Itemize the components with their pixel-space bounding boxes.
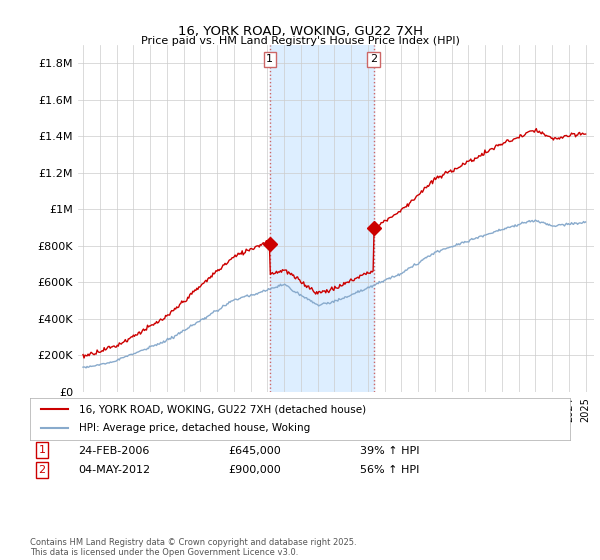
Text: 2: 2 — [370, 54, 377, 64]
Bar — [270, 45, 374, 392]
Text: 39% ↑ HPI: 39% ↑ HPI — [360, 446, 419, 456]
Text: £645,000: £645,000 — [228, 446, 281, 456]
Text: 16, YORK ROAD, WOKING, GU22 7XH: 16, YORK ROAD, WOKING, GU22 7XH — [178, 25, 422, 38]
Text: HPI: Average price, detached house, Woking: HPI: Average price, detached house, Woki… — [79, 423, 310, 433]
Text: 04-MAY-2012: 04-MAY-2012 — [78, 465, 150, 475]
Text: 1: 1 — [38, 445, 46, 455]
Text: 24-FEB-2006: 24-FEB-2006 — [78, 446, 149, 456]
Text: £900,000: £900,000 — [228, 465, 281, 475]
Text: 16, YORK ROAD, WOKING, GU22 7XH (detached house): 16, YORK ROAD, WOKING, GU22 7XH (detache… — [79, 404, 366, 414]
Text: Contains HM Land Registry data © Crown copyright and database right 2025.
This d: Contains HM Land Registry data © Crown c… — [30, 538, 356, 557]
Text: 56% ↑ HPI: 56% ↑ HPI — [360, 465, 419, 475]
Text: 2: 2 — [38, 465, 46, 475]
Text: 1: 1 — [266, 54, 274, 64]
Text: Price paid vs. HM Land Registry's House Price Index (HPI): Price paid vs. HM Land Registry's House … — [140, 36, 460, 46]
